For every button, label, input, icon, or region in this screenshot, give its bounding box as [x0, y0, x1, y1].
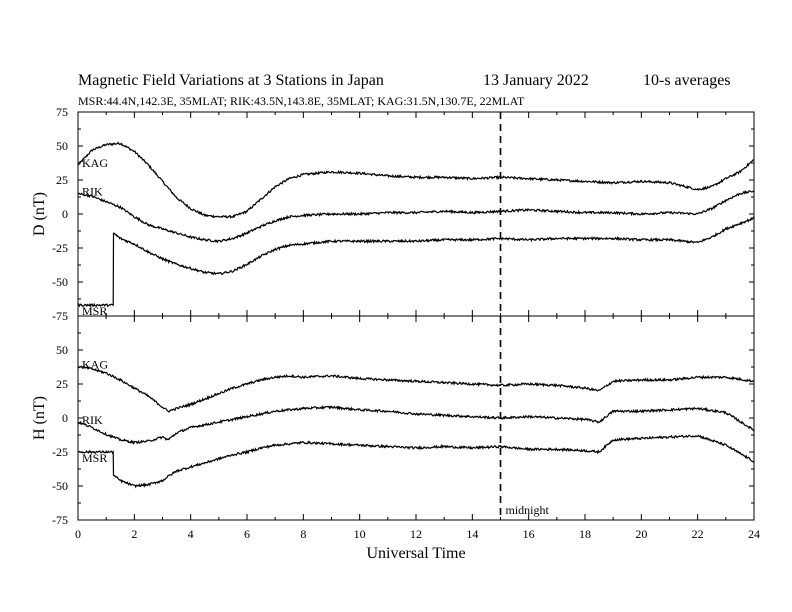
x-tick-label: 6	[244, 527, 250, 541]
series-rik: RIK	[77, 185, 755, 244]
series-line	[77, 405, 755, 445]
series-msr: MSR	[77, 216, 755, 318]
title-date: 13 January 2022	[483, 72, 589, 89]
series-label: KAG	[82, 357, 108, 371]
x-tick-label: 16	[523, 527, 535, 541]
stations-line: MSR:44.4N,142.3E, 35MLAT; RIK:43.5N,143.…	[78, 94, 525, 108]
y-tick-label: 50	[56, 139, 68, 153]
y-tick-label: 0	[62, 207, 68, 221]
panel-2: 50 25 0 -25 -50 -75 H (nT) KAG RIK MSR	[31, 315, 755, 527]
x-tick-label: 12	[410, 527, 422, 541]
series-msr: MSR	[77, 434, 755, 489]
x-tick-label: 20	[635, 527, 647, 541]
x-tick-label: 0	[75, 527, 81, 541]
y-tick-label: -75	[52, 309, 68, 323]
title-averaging: 10-s averages	[643, 72, 731, 89]
y-tick-label: 25	[56, 377, 68, 391]
y-axis-label: H (nT)	[31, 396, 48, 440]
series-kag: KAG	[78, 141, 755, 219]
y-tick-label: -75	[52, 513, 68, 527]
series-label: KAG	[82, 156, 108, 170]
series-rik: RIK	[77, 405, 755, 445]
x-tick-label: 2	[131, 527, 137, 541]
series-kag: KAG	[77, 357, 755, 413]
title-text: Magnetic Field Variations at 3 Stations …	[78, 72, 384, 89]
y-tick-label: 0	[62, 411, 68, 425]
series-line	[77, 216, 755, 308]
series-label: MSR	[82, 304, 107, 318]
y-axis-label: D (nT)	[31, 192, 48, 236]
y-tick-label: -50	[52, 275, 68, 289]
x-tick-label: 22	[692, 527, 704, 541]
chart-title: Magnetic Field Variations at 3 Stations …	[78, 72, 731, 90]
series-line	[78, 141, 755, 219]
series-label: MSR	[82, 451, 107, 465]
panel-frame	[77, 315, 755, 521]
y-tick-label: -25	[52, 241, 68, 255]
x-axis-label: Universal Time	[366, 545, 465, 562]
y-tick-label: 25	[56, 173, 68, 187]
x-tick-label: 8	[300, 527, 306, 541]
y-tick-label: -25	[52, 445, 68, 459]
series-label: RIK	[82, 185, 103, 199]
x-tick-label: 24	[748, 527, 760, 541]
series-label: RIK	[82, 413, 103, 427]
y-tick-label: 50	[56, 343, 68, 357]
x-tick-label: 10	[354, 527, 366, 541]
x-tick-label: 4	[188, 527, 194, 541]
series-line	[77, 434, 755, 489]
x-tick-label: 14	[466, 527, 478, 541]
x-tick-label: 18	[579, 527, 591, 541]
y-tick-label: -50	[52, 479, 68, 493]
panel-1: 75 50 25 0 -25 -50 -75 D (nT) KAG RIK MSR	[31, 105, 755, 323]
series-line	[77, 190, 755, 244]
y-tick-label: 75	[56, 105, 68, 119]
midnight-label: midnight	[506, 503, 550, 517]
series-line	[77, 365, 755, 413]
